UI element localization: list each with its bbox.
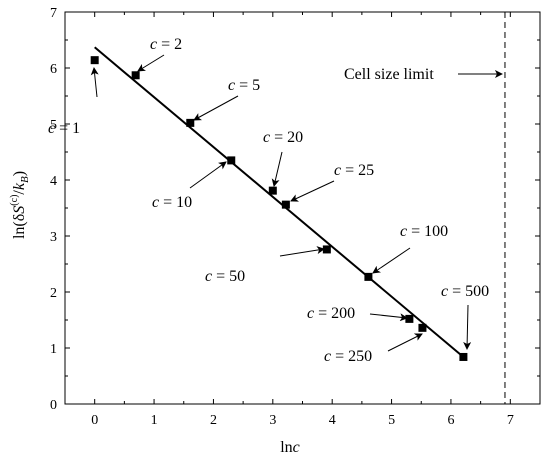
data-point xyxy=(281,200,290,209)
cell-size-limit-layer: Cell size limit xyxy=(344,12,506,404)
annotation-label: c = 500 xyxy=(441,283,489,300)
annotation-arrow xyxy=(372,247,411,274)
annotation-arrow xyxy=(369,313,408,322)
annotation-arrow xyxy=(387,333,423,352)
data-point xyxy=(268,186,277,195)
annotation-label: c = 2 xyxy=(150,36,182,53)
x-tick-label: 7 xyxy=(507,413,514,428)
x-tick-label: 2 xyxy=(210,413,217,428)
axes-layer: 0 1 2 3 4 5 6 7 0 1 2 3 4 5 6 7 xyxy=(50,6,541,428)
y-axis-title: ln(δS(c)/kB) xyxy=(9,171,31,239)
annotation-arrow xyxy=(193,95,239,121)
annotation-arrow xyxy=(463,304,472,350)
data-point xyxy=(459,352,468,361)
data-point xyxy=(418,323,427,332)
y-tick-label: 4 xyxy=(50,174,57,189)
data-point xyxy=(227,156,236,165)
y-tick-label: 1 xyxy=(50,342,57,357)
linear-fit-line xyxy=(94,46,465,358)
y-tick-label: 3 xyxy=(50,230,57,245)
annotation-arrow xyxy=(189,161,227,189)
x-tick-label: 4 xyxy=(329,413,336,428)
annotations-layer: c = 1c = 2c = 5c = 10c = 20c = 25c = 50c… xyxy=(48,36,489,365)
annotation-arrow xyxy=(279,246,325,257)
annotation-label: c = 10 xyxy=(152,194,192,211)
data-point xyxy=(90,56,99,65)
fit-line-layer xyxy=(94,46,465,358)
x-tick-label: 5 xyxy=(388,413,395,428)
data-point xyxy=(405,314,414,323)
annotation-arrow xyxy=(271,151,283,187)
x-tick-label: 6 xyxy=(447,413,454,428)
x-axis-title: lnc xyxy=(280,439,300,456)
annotation-label: c = 250 xyxy=(324,348,372,365)
data-point xyxy=(131,71,140,80)
annotation-arrow xyxy=(137,54,165,72)
annotation-label: c = 100 xyxy=(400,223,448,240)
y-tick-label: 2 xyxy=(50,286,57,301)
cell-size-limit-label: Cell size limit xyxy=(344,66,434,83)
x-tick-label: 3 xyxy=(269,413,276,428)
data-point xyxy=(186,118,195,127)
annotation-label: c = 20 xyxy=(263,129,303,146)
x-tick-label: 0 xyxy=(91,413,98,428)
annotation-label: c = 5 xyxy=(228,77,260,94)
plot-frame xyxy=(64,11,541,405)
y-tick-label: 6 xyxy=(50,62,57,77)
y-tick-label: 7 xyxy=(50,6,57,21)
annotation-label: c = 200 xyxy=(307,305,355,322)
data-point xyxy=(322,245,331,254)
data-point xyxy=(364,272,373,281)
annotation-arrow xyxy=(290,180,335,202)
data-points-layer xyxy=(90,56,468,361)
annotation-label: c = 25 xyxy=(334,162,374,179)
annotation-arrow xyxy=(90,67,99,98)
annotation-label: c = 50 xyxy=(205,268,245,285)
y-tick-label: 0 xyxy=(50,398,57,413)
x-tick-label: 1 xyxy=(151,413,158,428)
y-tick-label: 5 xyxy=(50,118,57,133)
